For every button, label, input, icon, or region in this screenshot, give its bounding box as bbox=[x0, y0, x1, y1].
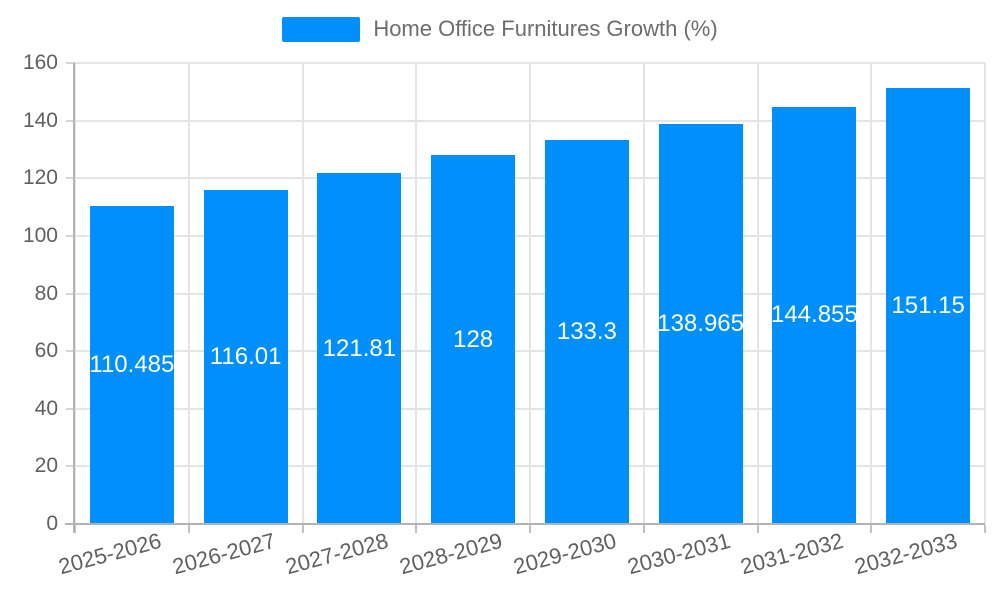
x-tick bbox=[74, 525, 76, 533]
x-tick bbox=[529, 525, 531, 533]
y-tick bbox=[66, 234, 75, 237]
v-gridline bbox=[187, 63, 190, 524]
v-gridline bbox=[415, 63, 418, 524]
v-gridline bbox=[870, 63, 873, 524]
y-axis-label: 120 bbox=[22, 166, 58, 190]
y-axis-label: 160 bbox=[22, 51, 58, 74]
legend-label: Home Office Furnitures Growth (%) bbox=[373, 16, 718, 41]
x-tick bbox=[187, 525, 190, 533]
y-tick bbox=[66, 62, 75, 64]
y-axis-label: 100 bbox=[22, 223, 58, 247]
v-gridline bbox=[301, 63, 304, 524]
v-gridline bbox=[756, 63, 759, 524]
y-axis-line bbox=[73, 63, 75, 533]
y-tick bbox=[66, 465, 75, 468]
bar[interactable] bbox=[886, 88, 971, 524]
bar[interactable] bbox=[203, 189, 288, 524]
v-gridline bbox=[74, 63, 76, 524]
legend[interactable]: Home Office Furnitures Growth (%) bbox=[0, 16, 1000, 42]
y-tick bbox=[66, 292, 75, 295]
y-axis-label: 140 bbox=[22, 108, 58, 132]
y-tick bbox=[66, 407, 75, 410]
x-axis-line bbox=[65, 523, 985, 525]
y-tick bbox=[66, 119, 75, 122]
bar[interactable] bbox=[317, 173, 402, 524]
y-axis-label: 80 bbox=[34, 281, 58, 305]
y-tick bbox=[66, 350, 75, 353]
v-gridline bbox=[642, 63, 645, 524]
v-gridline bbox=[984, 63, 986, 524]
legend-swatch bbox=[282, 16, 361, 42]
bar[interactable] bbox=[431, 155, 516, 524]
x-tick bbox=[756, 525, 759, 533]
y-axis-label: 60 bbox=[34, 339, 58, 363]
x-tick bbox=[984, 525, 986, 533]
bar[interactable] bbox=[658, 123, 743, 524]
x-tick bbox=[642, 525, 645, 533]
y-axis-label: 40 bbox=[34, 396, 58, 420]
bar[interactable] bbox=[544, 139, 629, 524]
x-tick bbox=[301, 525, 304, 533]
y-axis-label: 20 bbox=[34, 454, 58, 478]
y-tick bbox=[66, 177, 75, 180]
bar[interactable] bbox=[772, 106, 857, 524]
v-gridline bbox=[529, 63, 531, 524]
y-axis-label: 0 bbox=[46, 512, 58, 535]
bar[interactable] bbox=[89, 205, 174, 524]
x-tick bbox=[415, 525, 418, 533]
x-tick bbox=[870, 525, 873, 533]
